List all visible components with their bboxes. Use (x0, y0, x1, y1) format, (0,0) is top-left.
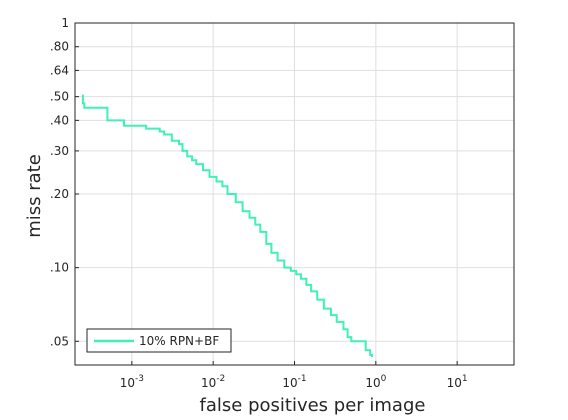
y-tick-label: .20 (50, 187, 69, 201)
grid (75, 22, 514, 365)
legend-box (86, 328, 232, 353)
ticks: 10-3 10-2 10-1 100 101 .05 .10 .20 .30 .40 .50 .64.… (50, 16, 468, 390)
legend-label: 10% RPN+BF (139, 334, 219, 348)
y-tick-label: .80 (50, 40, 69, 54)
x-tick-label: 10-2 (201, 374, 225, 390)
y-axis-title: miss rate (24, 154, 45, 238)
plot-lines (81, 94, 374, 358)
x-tick-label: 100 (365, 374, 386, 390)
series-line (81, 94, 374, 358)
x-tick-label: 10-3 (120, 374, 144, 390)
y-tick-label: .64 (50, 63, 69, 77)
legend: 10% RPN+BF (86, 328, 232, 353)
y-tick-label: .05 (50, 334, 69, 348)
x-tick-label: 101 (447, 374, 468, 390)
y-tick-label: 1 (61, 16, 69, 30)
y-tick-label: .40 (50, 113, 69, 127)
y-tick-label: .30 (50, 144, 69, 158)
x-axis-title: false positives per image (200, 395, 426, 416)
y-tick-label: .50 (50, 90, 69, 104)
x-tick-label: 10-1 (282, 374, 306, 390)
y-tick-label: .10 (50, 261, 69, 275)
